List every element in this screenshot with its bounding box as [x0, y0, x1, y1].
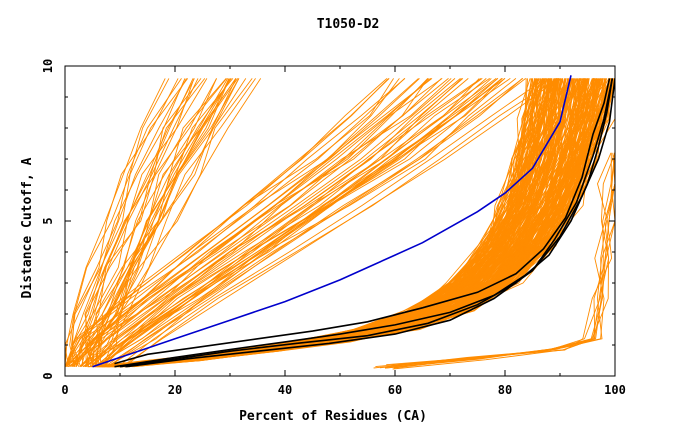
- y-tick-label: 0: [41, 372, 55, 379]
- model-curve: [91, 78, 240, 367]
- x-tick-label: 20: [168, 383, 182, 397]
- model-curve: [104, 78, 523, 368]
- model-curve: [120, 78, 588, 368]
- model-curve: [384, 152, 615, 369]
- model-curve: [79, 78, 449, 368]
- highlighted-curve: [125, 78, 615, 368]
- model-curve: [373, 152, 615, 369]
- model-curve: [99, 78, 256, 367]
- model-curve: [85, 78, 469, 368]
- model-curves: [65, 78, 615, 370]
- model-curve: [71, 78, 432, 367]
- model-curve: [95, 78, 247, 367]
- model-curve: [98, 78, 503, 368]
- model-curve: [65, 78, 420, 368]
- model-curve: [386, 152, 615, 366]
- model-curve: [93, 78, 558, 368]
- model-curve: [68, 78, 186, 367]
- x-tick-label: 80: [498, 383, 512, 397]
- model-curve: [65, 78, 388, 367]
- model-curve: [65, 78, 400, 368]
- model-curve: [85, 78, 230, 367]
- model-curve: [65, 78, 405, 367]
- x-tick-label: 40: [278, 383, 292, 397]
- model-curve: [99, 78, 551, 368]
- chart-title: T1050-D2: [317, 17, 380, 32]
- x-axis: 0 20 40 60 80 100: [61, 66, 626, 397]
- model-curve: [84, 78, 461, 368]
- y-tick-label: 10: [41, 59, 55, 73]
- model-curve: [65, 78, 166, 367]
- model-curve: [106, 78, 517, 368]
- best-curve: [92, 75, 572, 368]
- x-tick-label: 60: [388, 383, 402, 397]
- model-curve: [108, 78, 524, 368]
- model-curve: [124, 78, 558, 368]
- model-curve: [75, 78, 452, 367]
- y-axis-label: Distance Cutoff, A: [20, 157, 35, 298]
- model-curve: [80, 78, 217, 367]
- model-curve: [92, 78, 538, 368]
- model-curve: [80, 78, 456, 368]
- model-curve: [99, 78, 490, 368]
- model-curve: [84, 78, 237, 367]
- highlighted-curve: [114, 78, 614, 368]
- x-tick-label: 100: [604, 383, 626, 397]
- x-axis-label: Percent of Residues (CA): [239, 409, 427, 424]
- model-curve: [93, 78, 483, 367]
- model-curve: [98, 78, 499, 368]
- best-curve-line: [92, 75, 572, 368]
- model-curve: [85, 78, 480, 368]
- highlighted-curves: [114, 78, 615, 368]
- y-axis: 0 5 10: [41, 59, 615, 380]
- model-curve: [71, 78, 195, 367]
- model-curve: [69, 78, 182, 367]
- model-curve: [92, 78, 537, 368]
- model-curve: [105, 78, 558, 368]
- highlighted-curve: [114, 78, 611, 365]
- model-curve: [65, 78, 394, 367]
- y-tick-label: 5: [41, 217, 55, 224]
- model-curve: [94, 78, 554, 368]
- model-curve: [93, 78, 492, 368]
- model-curve: [92, 78, 232, 367]
- model-curve: [99, 78, 553, 368]
- model-curve: [71, 78, 189, 367]
- model-curve: [108, 78, 526, 368]
- model-curve: [95, 78, 482, 368]
- model-curve: [73, 78, 433, 367]
- x-tick-label: 0: [61, 383, 68, 397]
- model-curve: [97, 78, 234, 367]
- highlighted-curve: [119, 78, 614, 368]
- model-curve: [90, 78, 487, 368]
- model-curve: [80, 78, 443, 368]
- model-curve: [67, 78, 170, 367]
